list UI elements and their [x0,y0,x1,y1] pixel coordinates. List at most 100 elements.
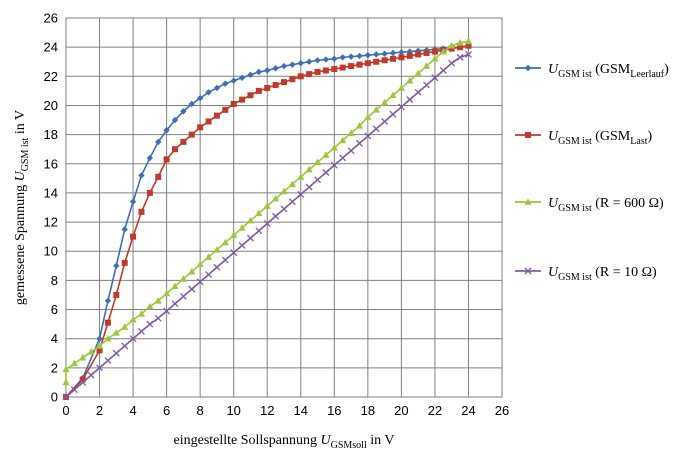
data-point [305,183,313,191]
data-point [205,271,212,279]
data-point [70,359,78,367]
data-point [155,138,162,146]
data-point [121,226,128,233]
y-tick-label: 10 [44,244,58,259]
data-point [330,161,338,169]
legend-label: UGSM ist (GSMLeerlauf) [548,62,669,80]
data-point [263,220,271,227]
data-point [288,180,296,187]
data-point [112,349,120,357]
data-point [180,108,187,115]
data-point [305,58,313,65]
data-point [397,103,405,111]
data-point [422,62,431,69]
x-tick-label: 18 [361,403,375,418]
x-tick-label: 16 [327,403,341,418]
data-point [398,54,405,61]
data-point [297,190,305,198]
data-point [188,285,196,293]
data-point [381,57,388,64]
data-point [347,53,355,60]
data-point [121,259,128,266]
data-point [364,113,372,120]
data-point [179,275,187,282]
data-point [213,263,221,271]
legend: UGSM ist (GSMLeerlauf) UGSM ist (GSMLast)… [515,62,669,283]
data-point [62,393,70,401]
data-point [263,202,271,209]
legend-item: UGSM ist (R = 600 Ω) [515,196,664,214]
data-point [246,216,255,224]
data-point [247,71,254,79]
legend-marker [525,132,531,138]
data-point [322,56,330,63]
data-point [431,74,439,82]
data-point [138,327,145,335]
data-point [364,51,372,59]
data-point [205,89,212,96]
data-point [331,66,338,73]
data-point [406,52,413,59]
data-point [322,169,330,176]
x-tick-label: 12 [260,403,274,418]
data-point [381,50,388,57]
data-point [448,45,455,52]
x-tick-label: 26 [495,403,509,418]
data-point [121,323,129,330]
data-point [62,365,70,373]
data-point [398,49,405,56]
data-point [372,125,380,133]
data-point [288,198,296,206]
data-point [364,132,372,140]
x-tick-label: 14 [294,403,308,418]
x-tick-label: 4 [129,403,136,418]
legend-item: UGSM ist (GSMLast) [515,129,652,147]
data-point [406,76,414,84]
data-point [272,212,280,220]
data-point [280,62,288,70]
data-point [314,68,321,75]
data-point [272,65,279,72]
data-point [464,37,473,45]
x-tick-label: 2 [96,403,103,418]
data-point [339,64,346,71]
data-point [163,289,171,297]
x-axis-title: eingestellte Sollspannung UGSMsoll in V [174,433,395,451]
data-point [272,82,279,89]
data-point [112,329,120,336]
data-point [146,154,154,162]
data-point [221,256,229,264]
x-tick-label: 0 [62,403,69,418]
y-tick-label: 12 [44,215,58,230]
x-tick-label: 10 [226,403,240,418]
data-point [289,61,296,68]
data-point [339,154,347,162]
data-point [221,238,229,246]
data-point [213,112,220,119]
data-point [205,118,212,125]
data-point [222,106,229,113]
data-point [306,71,313,78]
data-point [213,84,221,92]
data-point [439,67,447,74]
data-point [104,357,112,365]
data-point [180,138,187,145]
data-point [264,67,271,74]
data-point [431,55,439,62]
data-point [289,76,296,83]
data-point [439,47,447,55]
data-point [230,101,237,108]
data-point [423,49,430,56]
data-point [356,61,363,68]
plot-area [62,17,503,401]
data-point [104,319,111,326]
data-point [188,131,195,138]
data-point [448,41,456,49]
data-point [414,88,422,96]
data-point [373,51,380,58]
data-point [465,50,472,58]
y-tick-label: 24 [44,40,58,55]
data-point [96,347,103,354]
